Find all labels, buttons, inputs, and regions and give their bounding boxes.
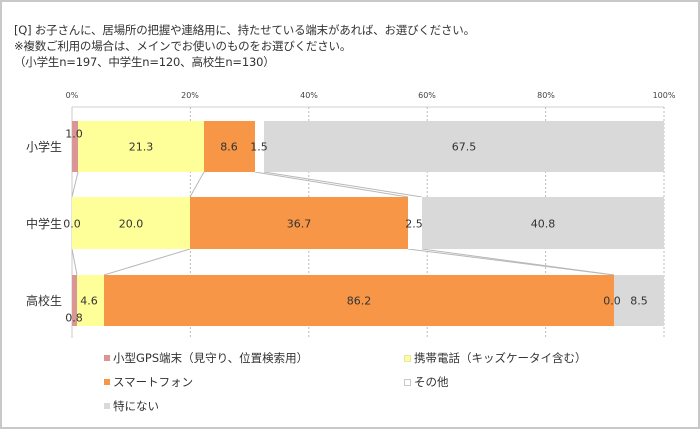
bar-row-high-school: [72, 275, 664, 326]
value-label: 8.5: [630, 294, 648, 308]
legend-swatch-icon: [104, 355, 110, 361]
legend-label: その他: [414, 375, 449, 389]
value-label: 1.0: [65, 127, 83, 141]
legend-label: 携帯電話（キッズケータイ含む）: [414, 351, 587, 365]
value-label: 21.3: [128, 140, 154, 154]
bar-row-elementary: [72, 121, 664, 172]
value-label: 67.5: [451, 140, 477, 154]
value-label: 1.5: [250, 140, 268, 154]
value-label: 20.0: [118, 217, 144, 231]
value-label: 0.0: [63, 217, 81, 231]
legend-item-other: その他: [404, 374, 449, 390]
x-tick-60: 60%: [418, 91, 436, 100]
x-tick-40: 40%: [300, 91, 318, 100]
series-lines: [71, 171, 615, 276]
legend-swatch-icon: [404, 354, 411, 362]
question-line-2: ※複数ご利用の場合は、メインでお使いのものをお選びください。: [14, 39, 352, 53]
legend-item-none: 特にない: [104, 398, 159, 414]
x-tick-100: 100%: [652, 91, 676, 100]
row-label-elementary: 小学生: [26, 140, 63, 154]
legend-item-gps: 小型GPS端末（見守り、位置検索用）: [104, 350, 308, 366]
value-label: 0.8: [65, 311, 83, 325]
value-label: 36.7: [286, 217, 312, 231]
legend-swatch-icon: [104, 379, 110, 385]
value-label: 40.8: [530, 217, 556, 231]
bar-row-junior-high: [72, 197, 664, 249]
legend-label: 特にない: [113, 399, 159, 413]
legend-item-feature-phone: 携帯電話（キッズケータイ含む）: [404, 350, 587, 366]
legend-swatch-icon: [104, 403, 110, 409]
row-label-high-school: 高校生: [26, 294, 63, 308]
value-label: 0.0: [603, 294, 621, 308]
x-tick-80: 80%: [537, 91, 555, 100]
value-label: 4.6: [80, 294, 98, 308]
legend-label: スマートフォン: [113, 375, 194, 389]
question-line-3: （小学生n=197、中学生n=120、高校生n=130）: [14, 55, 275, 69]
value-label: 2.5: [405, 217, 423, 231]
legend-swatch-icon: [404, 378, 411, 386]
row-label-junior-high: 中学生: [26, 217, 63, 231]
x-tick-0: 0%: [65, 91, 79, 100]
legend-item-smartphone: スマートフォン: [104, 374, 193, 390]
x-tick-20: 20%: [181, 91, 199, 100]
legend-label: 小型GPS端末（見守り、位置検索用）: [113, 351, 309, 365]
value-label: 8.6: [220, 140, 238, 154]
value-label: 86.2: [346, 294, 372, 308]
question-line-1: [Q] お子さんに、居場所の把握や連絡用に、持たせている端末があれば、お選びくだ…: [14, 23, 475, 37]
